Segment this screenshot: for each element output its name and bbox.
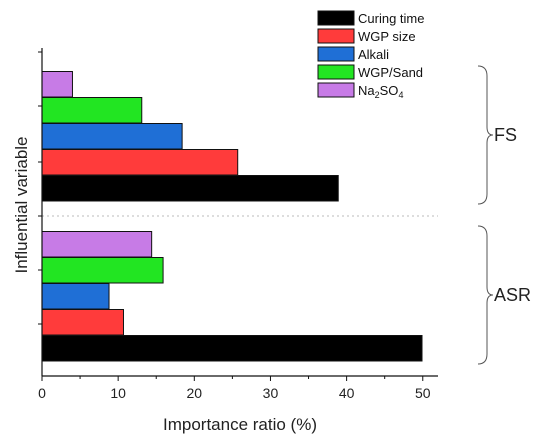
- bar-fs-2: [41, 123, 183, 150]
- legend-label-1: WGP size: [358, 29, 416, 44]
- bar-asr-4: [41, 231, 153, 258]
- legend-label-2: Alkali: [358, 47, 389, 62]
- x-tick-label-20: 20: [187, 385, 203, 401]
- bar-asr-2: [41, 283, 110, 310]
- x-tick-label-10: 10: [110, 385, 126, 401]
- bar-fs-4: [41, 71, 73, 98]
- legend-swatch-1: [317, 28, 355, 44]
- legend-swatch-0: [317, 10, 355, 26]
- axes-layer: 0 10 20 30 40 50: [38, 48, 438, 401]
- group-braces: FS ASR: [477, 65, 531, 365]
- brace-fs: [477, 65, 494, 205]
- bar-fs-3: [41, 97, 143, 124]
- bar-asr-1: [41, 309, 124, 336]
- legend-swatch-2: [317, 46, 355, 62]
- y-axis-title: Influential variable: [12, 136, 31, 273]
- x-tick-label-40: 40: [339, 385, 355, 401]
- bar-fs-1: [41, 149, 239, 176]
- x-tick-label-0: 0: [38, 385, 46, 401]
- legend-swatch-3: [317, 64, 355, 80]
- x-tick-label-30: 30: [263, 385, 279, 401]
- brace-asr: [477, 225, 494, 365]
- legend-label-4: Na2SO4: [358, 83, 403, 100]
- group-label-asr: ASR: [494, 285, 531, 305]
- group-label-fs: FS: [494, 125, 517, 145]
- bar-asr-0: [41, 335, 423, 362]
- x-tick-label-50: 50: [415, 385, 431, 401]
- legend: Curing time WGP size Alkali WGP/Sand Na2SO4: [317, 10, 424, 100]
- bar-fs-0: [41, 175, 339, 202]
- legend-swatch-4: [317, 82, 355, 98]
- legend-label-3: WGP/Sand: [358, 65, 423, 80]
- x-axis-title: Importance ratio (%): [163, 415, 317, 434]
- legend-label-0: Curing time: [358, 11, 424, 26]
- bars-layer: [41, 71, 423, 362]
- bar-asr-3: [41, 257, 164, 284]
